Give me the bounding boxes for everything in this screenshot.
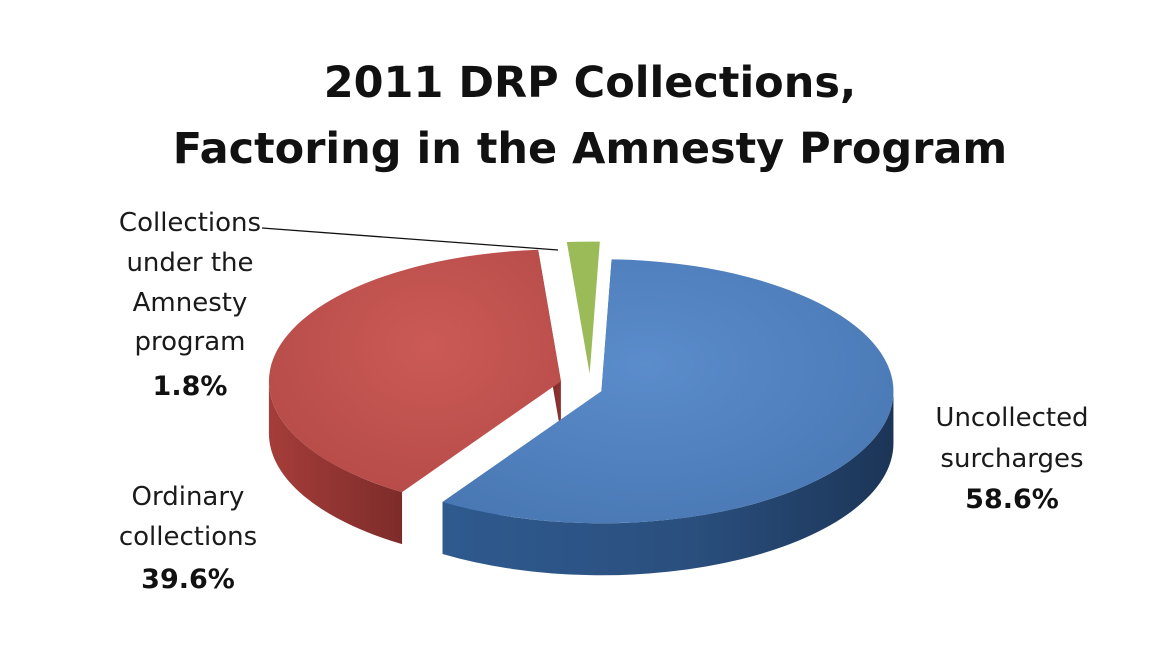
label-amnesty-line-2: under the <box>126 248 253 278</box>
label-uncollected-line-2: surcharges <box>940 444 1083 474</box>
chart-title-line-2: Factoring in the Amnesty Program <box>173 124 1007 174</box>
label-amnesty-percent: 1.8% <box>153 371 228 402</box>
label-amnesty-line-1: Collections <box>119 208 261 238</box>
label-amnesty-line-4: program <box>135 327 246 357</box>
pie-body <box>268 241 894 576</box>
label-uncollected-percent: 58.6% <box>965 484 1059 515</box>
slice-ordinary-collections <box>268 249 561 545</box>
amnesty-leader-line <box>261 227 559 251</box>
label-ordinary-percent: 39.6% <box>141 564 235 595</box>
slice-ordinary-collections-top <box>268 249 561 493</box>
slice-uncollected-surcharges <box>442 259 894 576</box>
label-ordinary-line-1: Ordinary <box>132 482 245 512</box>
chart-title-line-1: 2011 DRP Collections, <box>324 58 857 108</box>
slice-uncollected-surcharges-side <box>442 391 894 576</box>
slice-amnesty-collections <box>566 241 600 374</box>
label-uncollected-surcharges: Uncollected surcharges 58.6% <box>935 403 1088 515</box>
slice-ordinary-collections-side <box>268 381 403 545</box>
label-uncollected-line-1: Uncollected <box>935 403 1088 433</box>
label-ordinary-line-2: collections <box>119 522 257 552</box>
label-ordinary-collections: Ordinary collections 39.6% <box>119 482 257 595</box>
slice-uncollected-surcharges-top <box>442 259 894 524</box>
label-amnesty-line-3: Amnesty <box>133 288 248 318</box>
slice-amnesty-collections-top <box>566 241 600 374</box>
label-amnesty-collections: Collections under the Amnesty program 1.… <box>119 208 261 402</box>
chart-title: 2011 DRP Collections, Factoring in the A… <box>173 58 1007 174</box>
